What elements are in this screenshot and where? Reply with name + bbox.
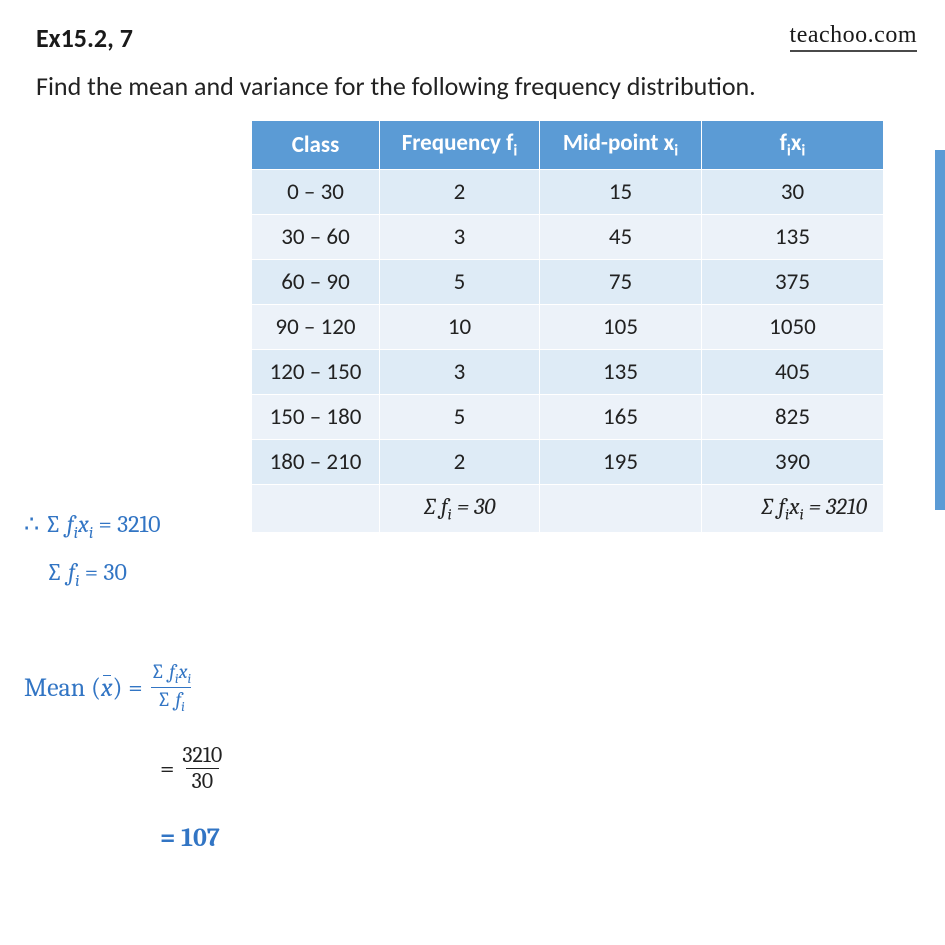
table-cell: 195 (540, 439, 702, 484)
mean-formula-fraction: ∑ fixi ∑ fi (147, 660, 196, 715)
table-row: 0 – 3021530 (252, 169, 884, 214)
col-header-fixi: fixi (702, 121, 884, 170)
table-cell: 2 (380, 439, 540, 484)
mean-label: Mean (x) = (24, 673, 143, 703)
brand-logo: teachoo.com (790, 22, 917, 52)
col-header-class: Class (252, 121, 380, 170)
mean-value-fraction: 3210 30 (178, 743, 226, 795)
mean-calculation: Mean (x) = ∑ fixi ∑ fi = 3210 30 = 107 (24, 660, 230, 853)
table-cell: 375 (702, 259, 884, 304)
table-cell: 30 – 60 (252, 214, 380, 259)
exercise-label: Ex15.2, 7 (36, 22, 133, 54)
table-row: 90 – 120101051050 (252, 304, 884, 349)
col-header-frequency: Frequency fi (380, 121, 540, 170)
mean-formula-denominator: ∑ fi (151, 687, 191, 715)
summary-block: ∴ ∑ fixi = 3210 ∑ fi = 30 (24, 504, 161, 597)
table-cell: 390 (702, 439, 884, 484)
col-header-midpoint: Mid-point xi (540, 121, 702, 170)
question-text: Find the mean and variance for the follo… (36, 70, 917, 102)
table-cell: 825 (702, 394, 884, 439)
mean-formula-numerator: ∑ fixi (147, 660, 196, 687)
table-cell: 30 (702, 169, 884, 214)
table-cell: 165 (540, 394, 702, 439)
table-cell: 2 (380, 169, 540, 214)
table-cell: 135 (702, 214, 884, 259)
table-row: 60 – 90575375 (252, 259, 884, 304)
table-cell: 405 (702, 349, 884, 394)
table-cell: 135 (540, 349, 702, 394)
table-cell: 10 (380, 304, 540, 349)
table-cell: 120 – 150 (252, 349, 380, 394)
table-cell: 3 (380, 214, 540, 259)
mean-result: = 107 (160, 823, 230, 853)
table-cell: 15 (540, 169, 702, 214)
table-cell: 5 (380, 394, 540, 439)
table-body: 0 – 302153030 – 6034513560 – 9057537590 … (252, 169, 884, 484)
equals-sign: = (160, 754, 174, 784)
mean-value-denominator: 30 (186, 768, 220, 794)
decorative-right-bar (935, 150, 945, 510)
table-cell: 3 (380, 349, 540, 394)
table-cell: 75 (540, 259, 702, 304)
table-row: 30 – 60345135 (252, 214, 884, 259)
frequency-table-container: Class Frequency fi Mid-point xi fixi 0 –… (251, 120, 917, 533)
frequency-table: Class Frequency fi Mid-point xi fixi 0 –… (251, 120, 884, 533)
total-blank2 (540, 484, 702, 533)
table-row: 150 – 1805165825 (252, 394, 884, 439)
table-cell: 105 (540, 304, 702, 349)
table-cell: 90 – 120 (252, 304, 380, 349)
total-sum-fi: ∑ fi = 30 (380, 484, 540, 533)
summary-sum-fixi: ∴ ∑ fixi = 3210 (24, 504, 161, 548)
total-blank1 (252, 484, 380, 533)
table-cell: 150 – 180 (252, 394, 380, 439)
mean-value-numerator: 3210 (178, 743, 226, 768)
table-cell: 5 (380, 259, 540, 304)
table-cell: 180 – 210 (252, 439, 380, 484)
summary-sum-fi: ∑ fi = 30 (46, 552, 161, 596)
total-sum-fixi: ∑ fixi = 3210 (702, 484, 884, 533)
table-cell: 60 – 90 (252, 259, 380, 304)
table-row: 180 – 2102195390 (252, 439, 884, 484)
table-row: 120 – 1503135405 (252, 349, 884, 394)
table-cell: 45 (540, 214, 702, 259)
table-cell: 0 – 30 (252, 169, 380, 214)
table-cell: 1050 (702, 304, 884, 349)
